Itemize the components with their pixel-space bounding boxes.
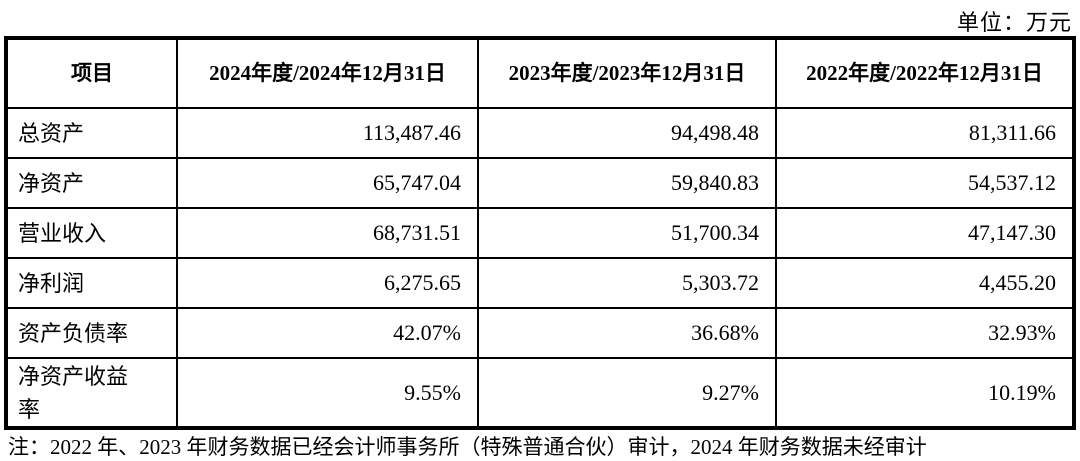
column-header-2022-label: 2022年度/2022年12月31日 bbox=[806, 61, 1043, 86]
column-header-2022: 2022年度/2022年12月31日 bbox=[775, 37, 1075, 109]
value-cell-2023: 51,700.34 bbox=[477, 207, 777, 259]
value-cell-2022: 10.19% bbox=[775, 357, 1075, 429]
value-cell-2023: 94,498.48 bbox=[477, 107, 777, 159]
column-header-item: 项目 bbox=[5, 37, 178, 109]
row-net-profit: 净利润 6,275.65 5,303.72 4,455.20 bbox=[5, 257, 1075, 309]
value-cell-2022: 4,455.20 bbox=[775, 257, 1075, 309]
row-label: 净资产收益率 bbox=[18, 363, 129, 422]
row-operating-revenue: 营业收入 68,731.51 51,700.34 47,147.30 bbox=[5, 207, 1075, 259]
row-label: 总资产 bbox=[18, 120, 85, 146]
value-cell-2024: 6,275.65 bbox=[176, 257, 479, 309]
row-label: 营业收入 bbox=[18, 220, 107, 246]
value-cell-2023: 36.68% bbox=[477, 307, 777, 359]
row-debt-ratio: 资产负债率 42.07% 36.68% 32.93% bbox=[5, 307, 1075, 359]
value-cell-2023: 9.27% bbox=[477, 357, 777, 429]
row-label-cell: 净资产收益率 bbox=[5, 357, 178, 429]
column-header-2024-label: 2024年度/2024年12月31日 bbox=[209, 61, 446, 86]
row-label: 资产负债率 bbox=[18, 320, 129, 346]
row-label-cell: 资产负债率 bbox=[5, 307, 178, 359]
column-header-item-label: 项目 bbox=[71, 61, 113, 86]
value-cell-2024: 65,747.04 bbox=[176, 157, 479, 209]
value-cell-2024: 113,487.46 bbox=[176, 107, 479, 159]
row-label-cell: 营业收入 bbox=[5, 207, 178, 259]
value-cell-2024: 68,731.51 bbox=[176, 207, 479, 259]
value-cell-2022: 54,537.12 bbox=[775, 157, 1075, 209]
financial-summary-table: 项目 2024年度/2024年12月31日 2023年度/2023年12月31日… bbox=[4, 36, 1076, 430]
value-cell-2022: 47,147.30 bbox=[775, 207, 1075, 259]
row-label: 净利润 bbox=[18, 270, 85, 296]
value-cell-2023: 59,840.83 bbox=[477, 157, 777, 209]
row-total-assets: 总资产 113,487.46 94,498.48 81,311.66 bbox=[5, 107, 1075, 159]
row-label: 净资产 bbox=[18, 170, 85, 196]
value-cell-2023: 5,303.72 bbox=[477, 257, 777, 309]
header-row: 项目 2024年度/2024年12月31日 2023年度/2023年12月31日… bbox=[5, 37, 1075, 109]
unit-label: 单位：万元 bbox=[956, 10, 1072, 35]
row-label-cell: 净利润 bbox=[5, 257, 178, 309]
value-cell-2024: 42.07% bbox=[176, 307, 479, 359]
column-header-2024: 2024年度/2024年12月31日 bbox=[176, 37, 479, 109]
row-label-cell: 总资产 bbox=[5, 107, 178, 159]
page: { "unit_label": "单位：万元", "table": { "hea… bbox=[4, 10, 1076, 459]
column-header-2023: 2023年度/2023年12月31日 bbox=[477, 37, 777, 109]
row-label-cell: 净资产 bbox=[5, 157, 178, 209]
row-net-assets: 净资产 65,747.04 59,840.83 54,537.12 bbox=[5, 157, 1075, 209]
row-return-on-equity: 净资产收益率 9.55% 9.27% 10.19% bbox=[5, 357, 1075, 429]
value-cell-2024: 9.55% bbox=[176, 357, 479, 429]
column-header-2023-label: 2023年度/2023年12月31日 bbox=[508, 61, 746, 86]
value-cell-2022: 81,311.66 bbox=[775, 107, 1075, 159]
value-cell-2022: 32.93% bbox=[775, 307, 1075, 359]
note-line: 注：2022 年、2023 年财务数据已经会计师事务所（特殊普通合伙）审计，20… bbox=[8, 435, 927, 459]
